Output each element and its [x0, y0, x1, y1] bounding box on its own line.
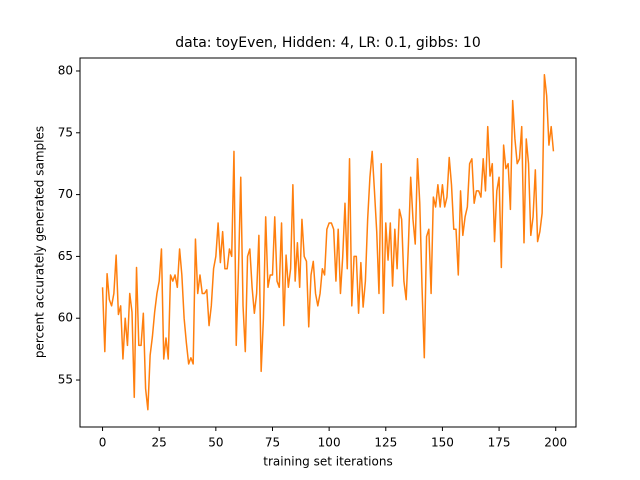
x-axis-label: training set iterations — [263, 455, 392, 469]
y-tick-label: 65 — [58, 249, 73, 263]
x-tick-label: 50 — [208, 436, 223, 450]
x-tick-label: 0 — [99, 436, 107, 450]
chart-title: data: toyEven, Hidden: 4, LR: 0.1, gibbs… — [175, 35, 480, 51]
x-tick-label: 200 — [544, 436, 567, 450]
y-axis-label: percent accurately generated samples — [33, 126, 47, 358]
data-line — [101, 73, 555, 411]
x-tick-label: 125 — [374, 436, 397, 450]
y-tick-label: 60 — [58, 311, 73, 325]
x-tick-label: 25 — [152, 436, 167, 450]
x-tick-label: 175 — [488, 436, 511, 450]
y-tick-label: 55 — [58, 373, 73, 387]
plot-frame — [79, 57, 577, 428]
x-tick-label: 75 — [265, 436, 280, 450]
x-tick-label: 100 — [318, 436, 341, 450]
y-tick-label: 80 — [58, 63, 73, 77]
x-tick-label: 150 — [431, 436, 454, 450]
y-tick-label: 70 — [58, 187, 73, 201]
y-tick-label: 75 — [58, 125, 73, 139]
